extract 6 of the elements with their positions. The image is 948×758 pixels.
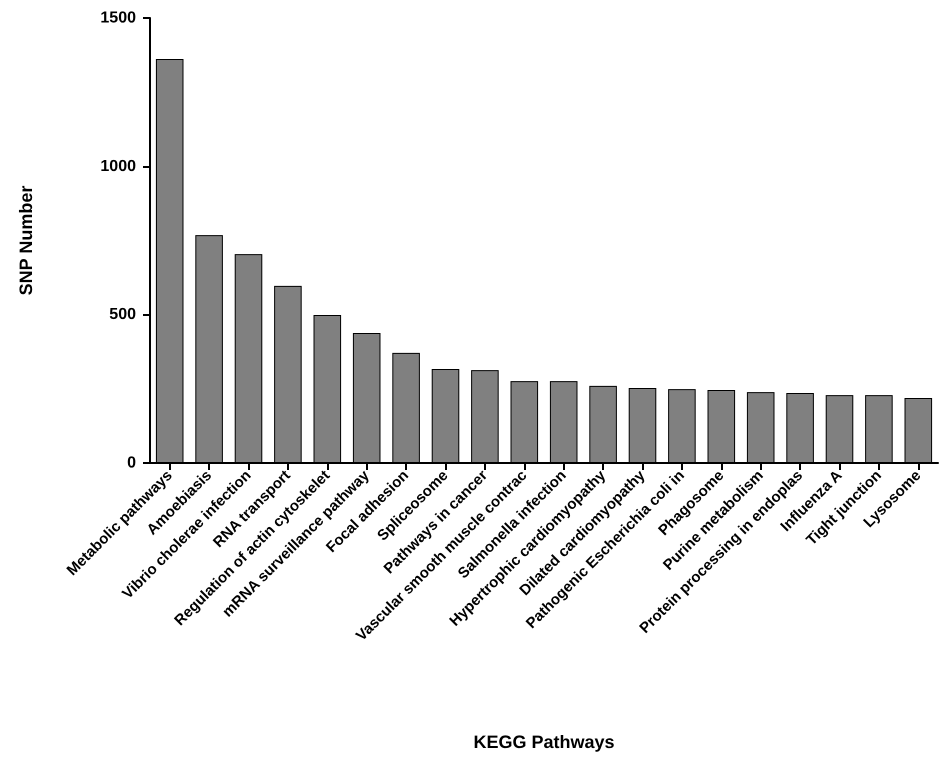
y-tick-label: 1000 (100, 158, 136, 175)
y-tick-label: 1500 (100, 10, 136, 26)
y-axis-title: SNP Number (16, 186, 36, 296)
y-tick-label: 0 (127, 454, 136, 472)
y-tick-label: 500 (109, 306, 136, 324)
x-axis-title: KEGG Pathways (473, 732, 615, 752)
